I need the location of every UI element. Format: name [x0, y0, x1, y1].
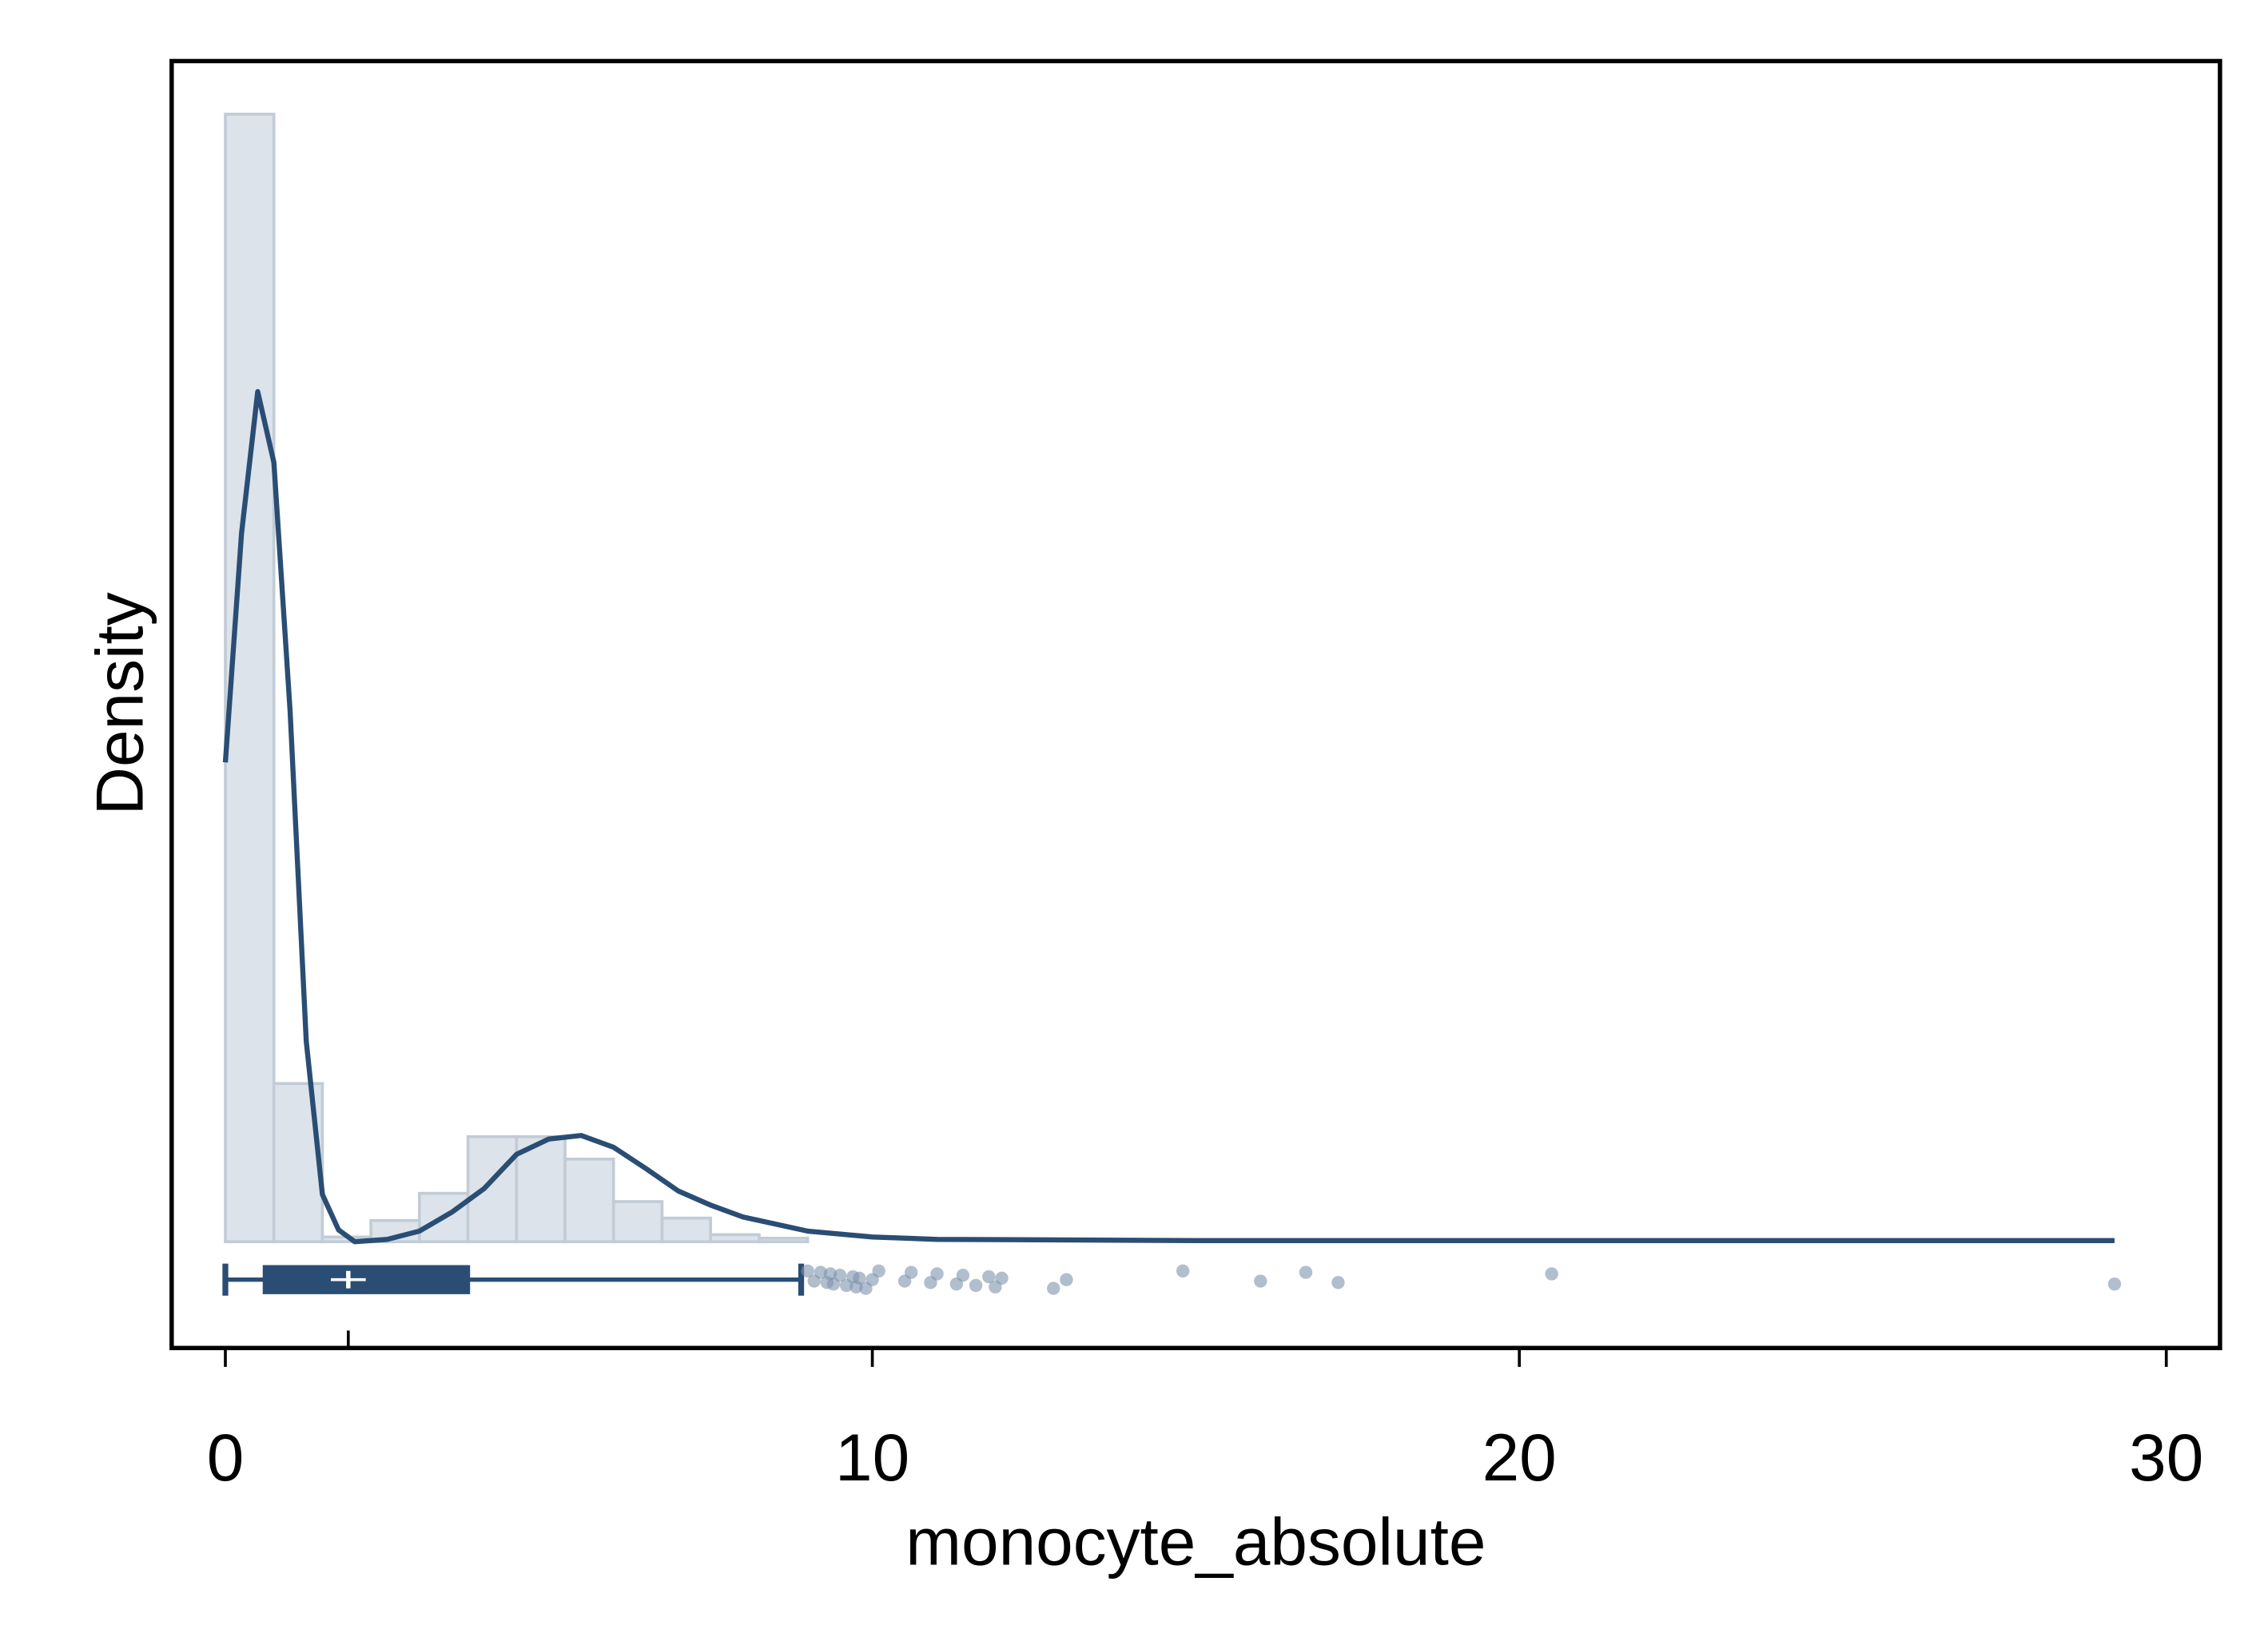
outlier — [956, 1269, 970, 1282]
outlier — [1047, 1281, 1060, 1295]
outlier — [853, 1271, 866, 1285]
outlier — [904, 1266, 918, 1279]
outlier — [833, 1269, 847, 1282]
outlier — [1060, 1273, 1073, 1286]
outlier — [982, 1270, 996, 1284]
plot-frame — [169, 58, 2222, 1350]
outlier — [823, 1267, 838, 1281]
x-tick-label: 30 — [2129, 1420, 2203, 1495]
x-tick-label: 0 — [207, 1420, 245, 1495]
outlier — [2107, 1277, 2122, 1291]
x-axis-label: monocyte_absolute — [905, 1504, 1486, 1579]
outlier — [1545, 1267, 1558, 1281]
y-axis-label: Density — [82, 592, 157, 815]
outlier — [995, 1271, 1009, 1285]
outlier — [1254, 1274, 1267, 1288]
histogram-bar — [515, 1134, 567, 1244]
box — [262, 1265, 471, 1294]
outlier — [1331, 1276, 1345, 1289]
outlier — [1176, 1264, 1190, 1277]
histogram-bar — [611, 1200, 664, 1244]
outlier — [872, 1264, 885, 1277]
outlier — [801, 1264, 814, 1277]
density-line — [222, 389, 2115, 1245]
outlier — [1299, 1266, 1313, 1279]
histogram-bar — [660, 1216, 713, 1244]
x-tick-label: 20 — [1482, 1420, 1557, 1495]
histogram-bar — [466, 1134, 519, 1244]
histogram-bar — [758, 1236, 810, 1244]
outlier — [969, 1278, 983, 1293]
histogram-bar — [709, 1233, 761, 1244]
outlier — [930, 1267, 944, 1281]
histogram-bar — [563, 1157, 615, 1244]
x-tick-label: 10 — [835, 1420, 909, 1495]
outlier — [814, 1266, 828, 1279]
